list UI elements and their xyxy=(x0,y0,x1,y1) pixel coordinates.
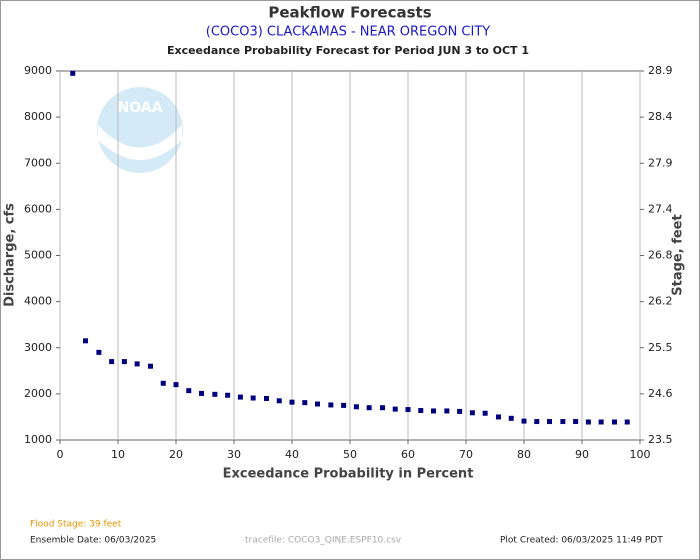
point xyxy=(353,404,359,410)
x-tick-label: 20 xyxy=(169,448,183,461)
x-tick-label: 30 xyxy=(227,448,241,461)
point xyxy=(418,407,424,413)
y-tick-label: 3000 xyxy=(24,341,52,354)
point xyxy=(212,391,218,397)
y-axis-label: Discharge, cfs xyxy=(3,203,18,307)
point xyxy=(624,419,630,425)
point xyxy=(469,410,475,416)
point xyxy=(96,349,102,355)
chart-description: Exceedance Probability Forecast for Peri… xyxy=(167,44,529,57)
point xyxy=(431,408,437,414)
point xyxy=(328,402,334,408)
svg-text:NOAA: NOAA xyxy=(118,100,163,116)
point xyxy=(482,410,488,416)
x-tick-label: 0 xyxy=(57,448,64,461)
y-tick-label: 4000 xyxy=(24,295,52,308)
y2-tick-label: 23.5 xyxy=(648,433,673,446)
x-tick-label: 70 xyxy=(459,448,473,461)
point xyxy=(289,399,295,405)
x-tick-label: 80 xyxy=(517,448,531,461)
point xyxy=(134,361,140,367)
tracefile: tracefile: COCO3_QINE.ESPF10.csv xyxy=(245,536,402,546)
point xyxy=(186,388,192,394)
point xyxy=(392,406,398,412)
point xyxy=(495,414,501,420)
point xyxy=(560,419,566,425)
point xyxy=(83,338,89,344)
point xyxy=(147,363,153,369)
plot-created: Plot Created: 06/03/2025 11:49 PDT xyxy=(500,536,663,546)
point xyxy=(444,408,450,414)
point xyxy=(109,359,115,365)
point xyxy=(405,407,411,413)
point xyxy=(598,419,604,425)
point xyxy=(173,382,179,388)
x-tick-label: 40 xyxy=(285,448,299,461)
point xyxy=(302,400,308,406)
point xyxy=(547,419,553,425)
point xyxy=(199,390,205,396)
y-tick-label: 2000 xyxy=(24,387,52,400)
point xyxy=(276,398,282,404)
y2-axis-label: Stage, feet xyxy=(671,214,686,295)
point xyxy=(521,418,527,424)
ensemble-date: Ensemble Date: 06/03/2025 xyxy=(30,536,156,546)
x-axis-label: Exceedance Probability in Percent xyxy=(223,467,474,482)
x-tick-label: 50 xyxy=(343,448,357,461)
point xyxy=(263,395,269,401)
y2-tick-label: 27.9 xyxy=(648,156,673,169)
point xyxy=(585,419,591,425)
y2-tick-label: 25.5 xyxy=(648,341,673,354)
flood-stage: Flood Stage: 39 feet xyxy=(30,520,122,530)
point xyxy=(366,405,372,411)
x-tick-label: 90 xyxy=(575,448,589,461)
y-tick-label: 6000 xyxy=(24,202,52,215)
point xyxy=(315,401,321,407)
point xyxy=(160,380,166,386)
y2-tick-label: 28.4 xyxy=(648,110,673,123)
y-tick-label: 7000 xyxy=(24,156,52,169)
point xyxy=(573,419,579,425)
chart-subtitle: (COCO3) CLACKAMAS - NEAR OREGON CITY xyxy=(206,25,491,40)
x-tick-label: 60 xyxy=(401,448,415,461)
point xyxy=(121,359,127,365)
point xyxy=(341,402,347,408)
point xyxy=(534,419,540,425)
y2-tick-label: 26.8 xyxy=(648,249,673,262)
point xyxy=(379,405,385,411)
y2-tick-label: 28.9 xyxy=(648,64,673,77)
point xyxy=(508,415,514,421)
y-tick-label: 8000 xyxy=(24,110,52,123)
x-tick-label: 100 xyxy=(630,448,651,461)
point xyxy=(237,394,243,400)
point xyxy=(457,408,463,414)
y2-tick-label: 24.6 xyxy=(648,387,673,400)
point xyxy=(225,392,231,398)
y-tick-label: 1000 xyxy=(24,433,52,446)
noaa-logo: NOAA xyxy=(97,87,183,173)
x-tick-label: 10 xyxy=(111,448,125,461)
point xyxy=(611,419,617,425)
y2-tick-label: 26.2 xyxy=(648,295,673,308)
point xyxy=(70,70,76,76)
y2-tick-label: 27.4 xyxy=(648,202,673,215)
y-tick-label: 9000 xyxy=(24,64,52,77)
y-tick-label: 5000 xyxy=(24,249,52,262)
chart-title: Peakflow Forecasts xyxy=(268,4,431,22)
point xyxy=(250,395,256,401)
